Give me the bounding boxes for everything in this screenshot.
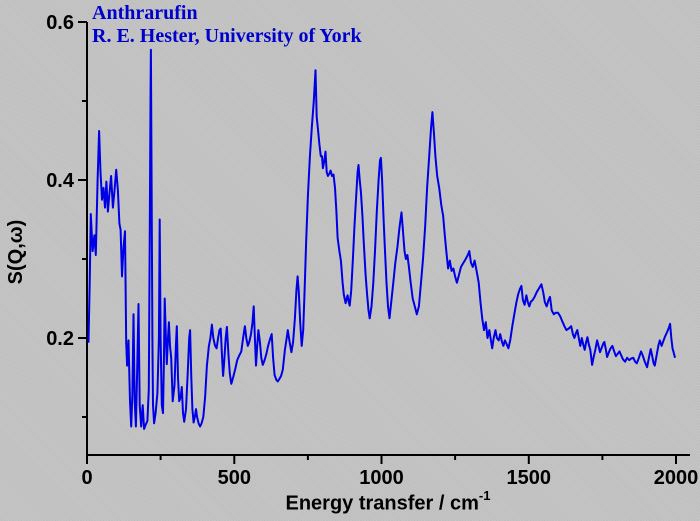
plot-title: Anthrarufin R. E. Hester, University of … [92, 2, 362, 48]
x-tick-label: 500 [218, 467, 251, 489]
y-tick-label: 0.6 [46, 12, 74, 34]
x-axis-title-text: Energy transfer / cm [285, 492, 479, 515]
axis-ticks [78, 21, 677, 464]
x-tick-label: 1500 [507, 467, 552, 489]
plot-axes [86, 22, 690, 456]
plot-title-line1: Anthrarufin [92, 2, 198, 24]
y-tick-label: 0.2 [46, 328, 74, 350]
plot-title-line2: R. E. Hester, University of York [92, 25, 362, 47]
x-tick-label: 1000 [359, 467, 404, 489]
spectrum-line [87, 48, 676, 430]
axis-tick-labels: 0 500 1000 1500 2000 0.6 0.4 0.2 [46, 12, 698, 489]
x-axis-title-superscript: -1 [478, 488, 491, 503]
x-tick-label: 0 [81, 467, 92, 489]
y-axis-title: S(Q,ω) [5, 219, 27, 285]
x-axis-title: Energy transfer / cm-1 [188, 488, 588, 516]
y-tick-label: 0.4 [46, 170, 75, 192]
x-tick-label: 2000 [654, 467, 699, 489]
